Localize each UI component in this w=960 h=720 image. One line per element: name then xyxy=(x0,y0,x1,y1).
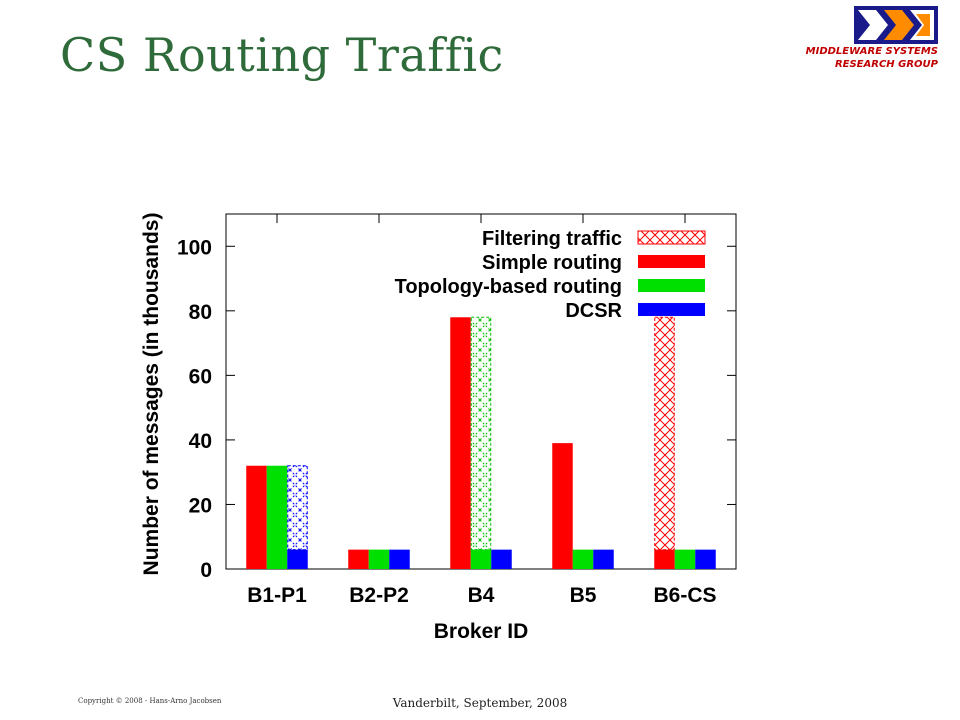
msrg-logo-icon xyxy=(854,6,938,44)
legend-swatch xyxy=(638,279,705,292)
y-tick-label: 60 xyxy=(189,365,212,388)
legend-swatch xyxy=(638,255,705,268)
bar-dcsr xyxy=(389,549,410,569)
slide-title: CS Routing Traffic xyxy=(60,28,504,82)
y-tick-label: 80 xyxy=(189,301,212,324)
bar-topology-based-routing xyxy=(674,549,696,569)
legend-label: DCSR xyxy=(565,300,622,322)
bar-filtering-traffic xyxy=(470,316,492,551)
x-tick-label: B6-CS xyxy=(653,584,716,607)
x-axis-label: Broker ID xyxy=(434,620,529,643)
bar-topology-based-routing xyxy=(470,549,492,569)
bar-dcsr xyxy=(593,549,614,569)
bar-dcsr xyxy=(287,549,308,569)
y-tick-label: 40 xyxy=(189,430,212,453)
x-tick-label: B4 xyxy=(468,584,495,607)
logo-text-line1: MIDDLEWARE SYSTEMS xyxy=(805,46,938,57)
bar-filtering-traffic xyxy=(287,465,308,551)
bar-simple-routing xyxy=(348,549,369,569)
venue-text: Vanderbilt, September, 2008 xyxy=(392,696,568,710)
bar-filtering-traffic xyxy=(654,316,675,551)
legend-swatch-filtering xyxy=(637,230,706,245)
y-tick-label: 0 xyxy=(200,559,212,582)
bar-dcsr xyxy=(491,549,512,569)
research-group-logo: MIDDLEWARE SYSTEMS RESEARCH GROUP xyxy=(796,6,946,70)
copyright-text: Copyright © 2008 - Hans-Arno Jacobsen xyxy=(78,697,222,705)
logo-text-line2: RESEARCH GROUP xyxy=(834,59,938,70)
y-axis-label: Number of messages (in thousands) xyxy=(140,213,163,576)
x-tick-label: B5 xyxy=(570,584,597,607)
legend-label: Topology-based routing xyxy=(395,276,622,298)
bar-topology-based-routing xyxy=(572,549,594,569)
bar-simple-routing xyxy=(552,443,573,569)
bar-simple-routing xyxy=(246,465,267,569)
x-tick-label: B1-P1 xyxy=(247,584,307,607)
legend-swatch xyxy=(638,303,705,316)
legend-label: Simple routing xyxy=(482,252,622,274)
bar-simple-routing xyxy=(654,549,675,569)
bar-dcsr xyxy=(695,549,716,569)
bar-simple-routing xyxy=(450,317,471,569)
bar-topology-based-routing xyxy=(266,465,288,569)
legend-label: Filtering traffic xyxy=(482,228,622,250)
y-tick-label: 100 xyxy=(177,236,212,259)
y-tick-label: 20 xyxy=(189,494,212,517)
bar-topology-based-routing xyxy=(368,549,390,569)
x-tick-label: B2-P2 xyxy=(349,584,409,607)
